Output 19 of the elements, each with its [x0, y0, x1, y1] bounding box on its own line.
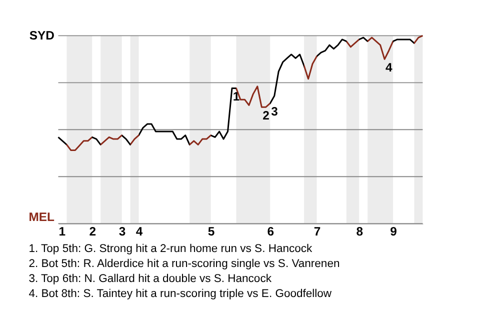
x-tick-label: 6 [267, 224, 274, 238]
annotation: 3 [271, 104, 278, 119]
annotation: 4 [386, 60, 392, 74]
text: 1. Top 5th: G. Strong hit a 2-run home run vs S. Hancock [28, 242, 313, 255]
text: 2. Bot 5th: R. Alderdice hit a run-scoring single vs S. Vanrenen [28, 258, 340, 270]
text: SYD [29, 28, 55, 42]
annotation: 2 [262, 108, 270, 122]
x-tick-label: 4 [136, 224, 143, 238]
x-tick-label: 7 [314, 224, 321, 238]
text: MEL [28, 210, 56, 224]
x-tick-label: 2 [89, 224, 96, 238]
x-tick-label: 3 [118, 224, 126, 238]
text: 3. Top 6th: N. Gallard hit a double vs S. Hancock [28, 272, 272, 285]
annotation: 1 [232, 90, 240, 104]
x-tick-label: 1 [58, 224, 66, 238]
x-tick-label: 9 [390, 224, 398, 238]
x-tick-label: 8 [356, 224, 364, 238]
x-tick-label: 5 [208, 224, 215, 238]
text: 4. Bot 8th: S. Taintey hit a run-scoring triple vs E. Goodfellow [28, 288, 332, 300]
